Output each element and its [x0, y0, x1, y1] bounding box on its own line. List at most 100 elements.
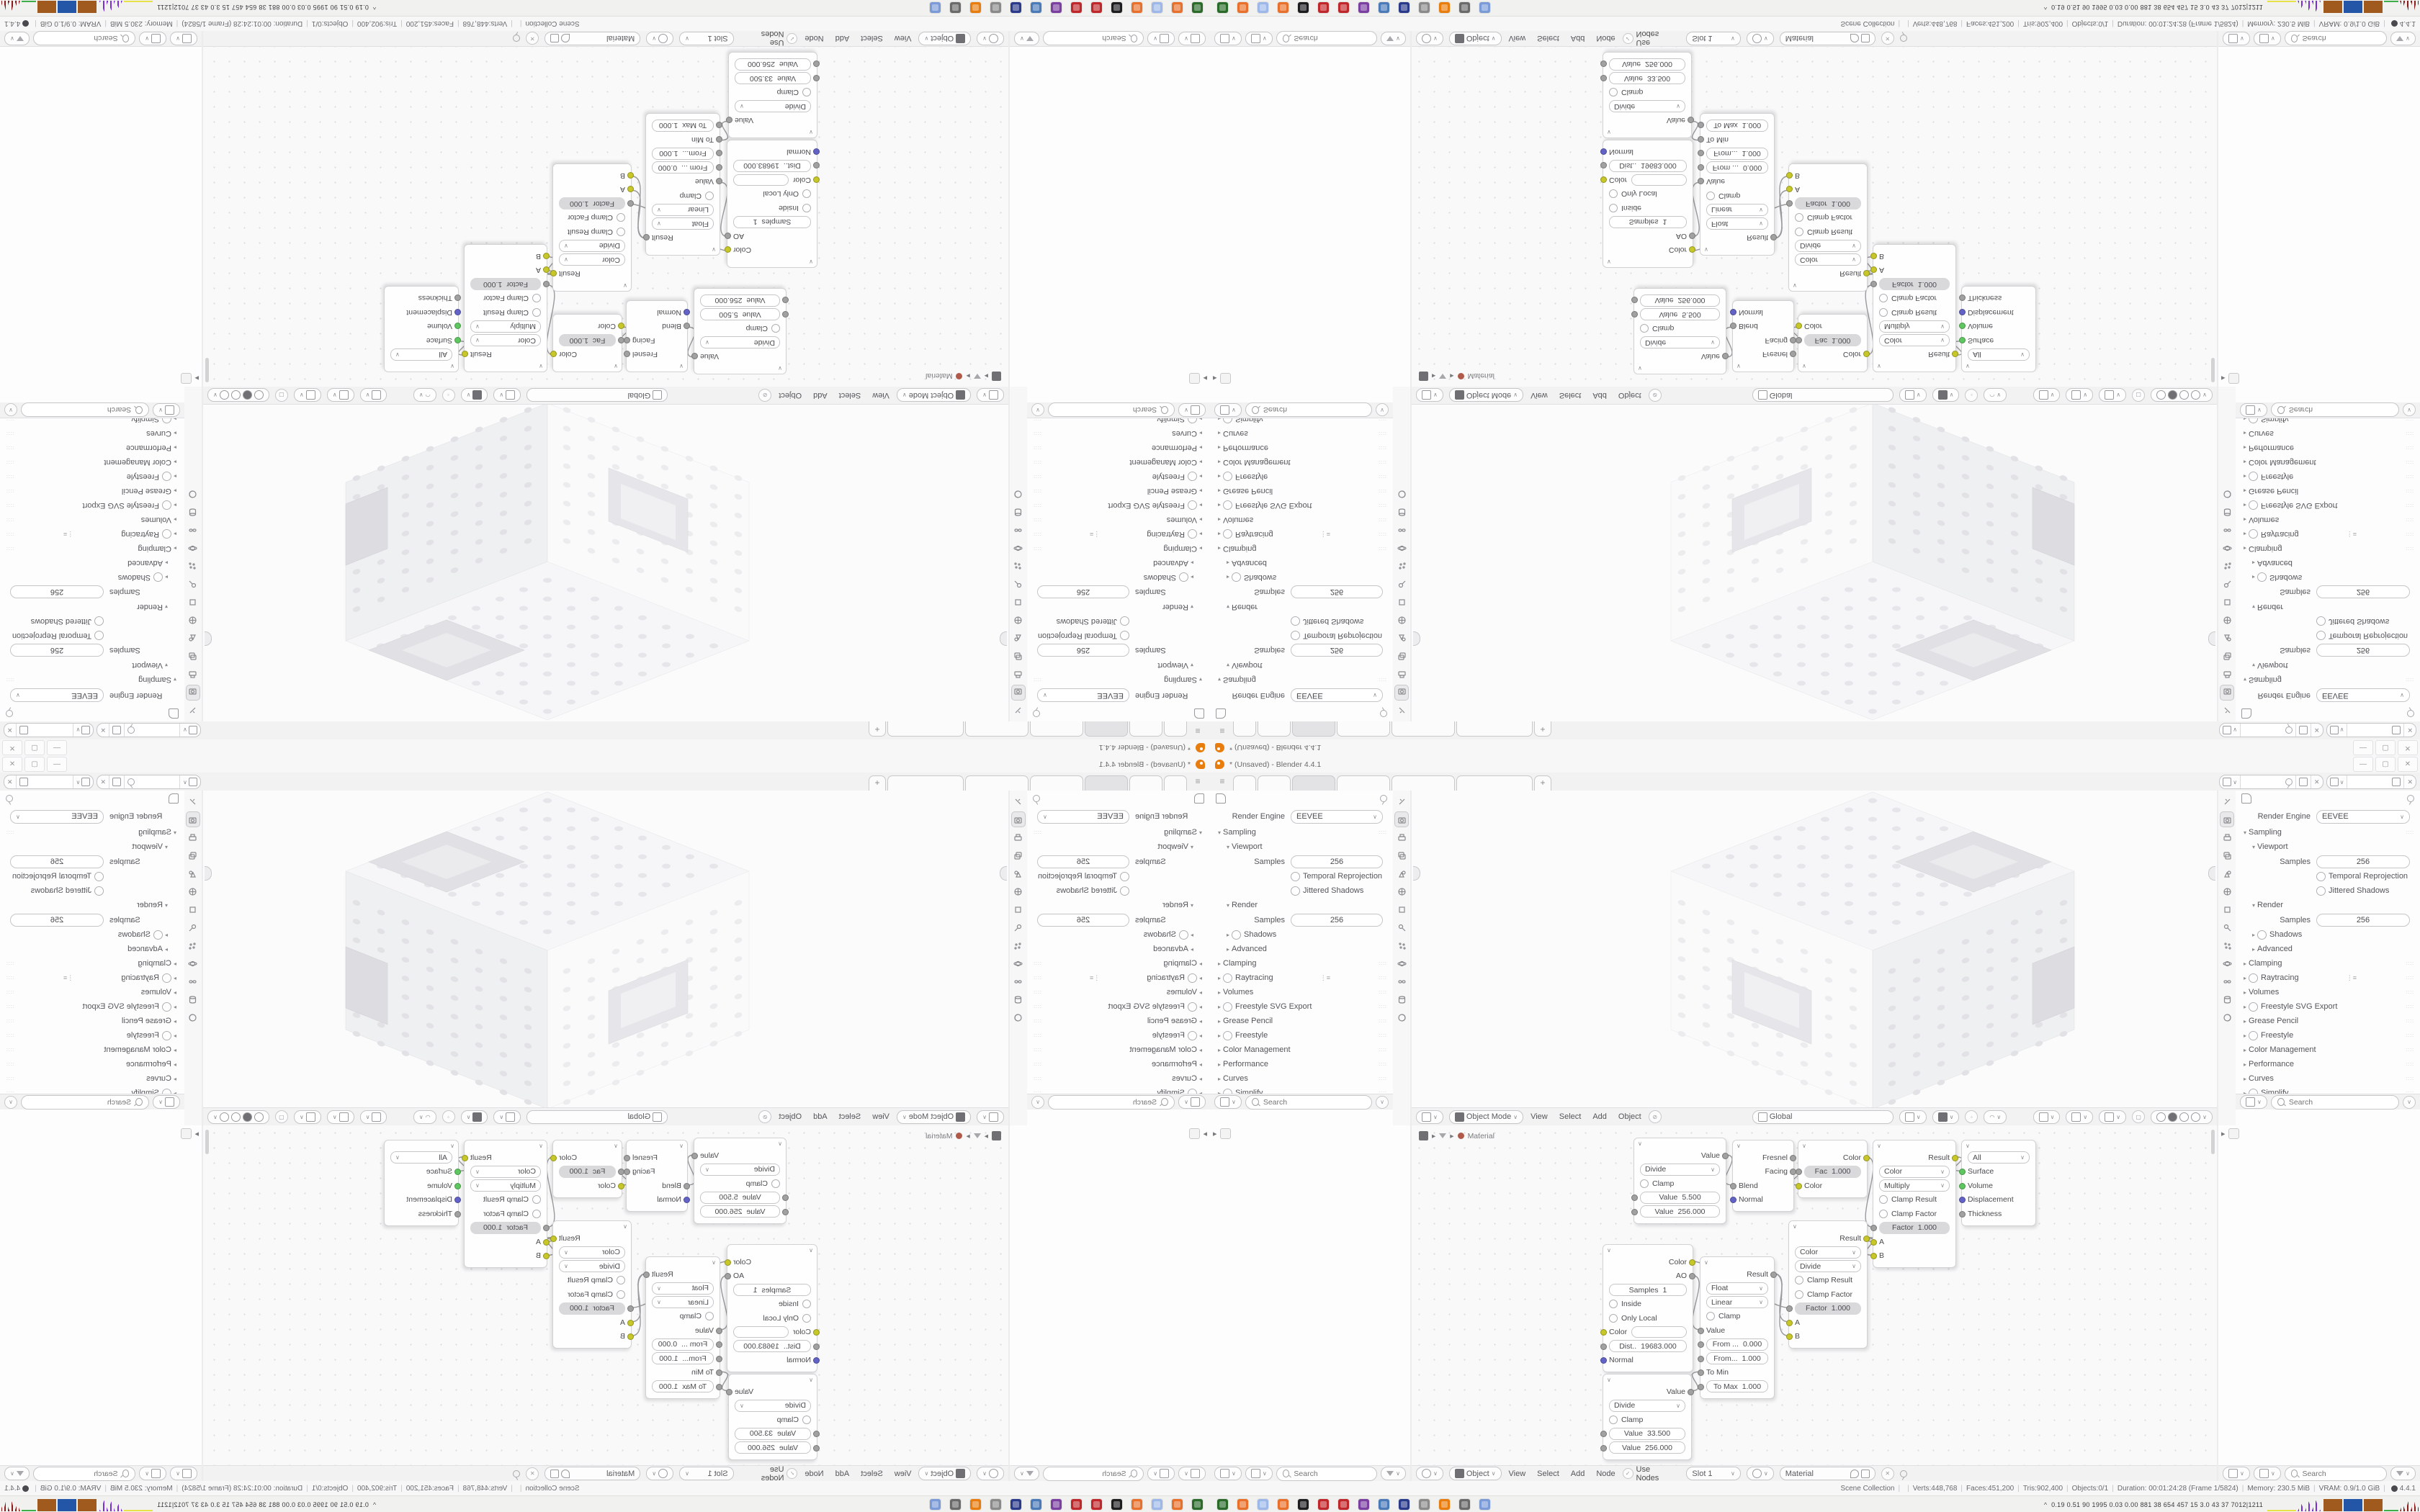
node-link-wire[interactable]: [631, 1273, 647, 1323]
prop-tab-object[interactable]: [1011, 595, 1026, 611]
prop-section-row[interactable]: ▸ Volumes::::: [0, 985, 184, 999]
copy-material-icon[interactable]: [1860, 1469, 1870, 1478]
node-dropdown[interactable]: Divide ∨: [735, 1399, 811, 1412]
input-socket[interactable]: [813, 60, 820, 68]
expand-caret-icon[interactable]: ▸: [1217, 531, 1221, 538]
expand-caret-icon[interactable]: ▸: [165, 931, 169, 938]
input-socket[interactable]: [1786, 186, 1793, 193]
input-socket[interactable]: [1631, 310, 1638, 318]
snap-dropdown[interactable]: ∨: [1932, 388, 1960, 402]
prop-tab-world[interactable]: [186, 613, 200, 629]
prop-section-row[interactable]: ▸ Grease Pencil::::: [2236, 1014, 2420, 1028]
node-row-clamp[interactable]: Clamp: [694, 322, 786, 336]
input-socket[interactable]: [1786, 1305, 1793, 1313]
prop-tab-modifiers[interactable]: [2220, 919, 2234, 935]
outliner-search[interactable]: [1042, 31, 1144, 46]
input-socket[interactable]: [1698, 135, 1704, 143]
section-toggle-icon[interactable]: [1223, 500, 1232, 510]
prop-section-row[interactable]: ▸ Color Management::::: [1027, 455, 1210, 469]
menu-icon[interactable]: ≡: [1195, 776, 1201, 786]
node-value-field[interactable]: To Max 1.000: [652, 1380, 714, 1393]
node-dropdown[interactable]: Float ∨: [1706, 1282, 1768, 1295]
expand-caret-icon[interactable]: ▸: [2243, 545, 2246, 552]
node-collapse-caret[interactable]: ∨: [1966, 1142, 1970, 1149]
input-socket[interactable]: [1796, 1169, 1802, 1176]
unlink-scene-button[interactable]: ✕: [2314, 726, 2320, 734]
expand-caret-icon[interactable]: ▸: [165, 574, 169, 581]
node-row-clamp-result[interactable]: Clamp Result: [553, 1274, 631, 1288]
node-collapse-caret[interactable]: ∨: [539, 1142, 543, 1149]
checkbox-icon[interactable]: [1795, 1276, 1803, 1285]
unlink-material-button[interactable]: ✕: [1881, 1467, 1894, 1480]
use-nodes-checkbox[interactable]: ✓ Use Nodes: [1622, 30, 1675, 48]
node-row-clamp-factor[interactable]: Clamp Factor: [465, 1207, 547, 1221]
shader-menu[interactable]: Select: [1537, 34, 1559, 43]
viewlayer-selector[interactable]: ∨ ✕: [2326, 723, 2416, 737]
node-row-color[interactable]: Color: [1600, 173, 1693, 187]
node-dropdown[interactable]: Color ∨: [1795, 253, 1861, 266]
shading-mode-pills[interactable]: ∨: [207, 388, 269, 402]
expand-caret-icon[interactable]: ▸: [1217, 545, 1221, 552]
node-row-from-[interactable]: From... 1.000: [1698, 1351, 1774, 1366]
prop-search-input[interactable]: [2287, 1097, 2393, 1107]
node-collapse-caret[interactable]: ∨: [809, 258, 813, 266]
node-value-field[interactable]: Value 33.500: [735, 72, 811, 85]
input-socket[interactable]: [716, 1327, 722, 1334]
prop-tab-tool[interactable]: [1011, 703, 1026, 719]
node-row-only-local[interactable]: Only Local: [1603, 187, 1693, 202]
node-row-samples[interactable]: Samples 1: [1603, 1283, 1693, 1297]
node-link-wire[interactable]: [631, 189, 647, 239]
show-gizmo-dropdown[interactable]: ∨: [2066, 388, 2094, 402]
checkbox-icon[interactable]: [617, 1290, 625, 1299]
output-socket[interactable]: [624, 336, 630, 343]
expand-caret-icon[interactable]: ▸: [1213, 374, 1217, 383]
node-value-field[interactable]: To Max 1.000: [1706, 119, 1768, 132]
expand-caret-icon[interactable]: ▸: [2243, 430, 2246, 437]
shader-menu[interactable]: Node: [805, 34, 824, 43]
expand-caret-icon[interactable]: ▾: [1217, 829, 1221, 836]
prop-section-row[interactable]: ▸ Performance::::: [1210, 1057, 1393, 1071]
output-socket[interactable]: [726, 117, 732, 124]
node-value-field[interactable]: From ... 0.000: [652, 1338, 714, 1351]
workspace-tab[interactable]: [1085, 775, 1128, 791]
checkbox-icon[interactable]: [617, 1276, 625, 1285]
node-row-fac[interactable]: Fac 1.000: [1796, 1165, 1867, 1179]
taskbar-app-icon[interactable]: [1399, 1499, 1410, 1510]
node-row-divide[interactable]: Divide ∨: [694, 336, 786, 350]
prop-tab-physics[interactable]: [186, 541, 200, 557]
outliner-filter-button[interactable]: ∨: [4, 1467, 30, 1480]
shading-mode-pills[interactable]: ∨: [2151, 388, 2213, 402]
input-socket[interactable]: [684, 323, 690, 330]
copy-material-icon[interactable]: [550, 1469, 560, 1478]
proportional-edit-button[interactable]: ◦: [1965, 1110, 1978, 1123]
viewport-canvas[interactable]: [1412, 405, 2217, 721]
prop-section-row[interactable]: ▾ Sampling::::: [1210, 672, 1393, 687]
expand-caret-icon[interactable]: ▸: [1217, 1061, 1221, 1068]
node-collapse-caret[interactable]: ∨: [614, 1142, 618, 1149]
node-row-from-[interactable]: From ... 0.000: [1698, 1338, 1774, 1352]
prop-section-row[interactable]: ▸ Color Management::::: [2236, 1043, 2420, 1057]
expand-caret-icon[interactable]: ▾: [165, 901, 169, 909]
prop-section-row[interactable]: ▸ Freestyle SVG Export::::: [0, 999, 184, 1014]
scene-name-field[interactable]: [137, 775, 179, 788]
node-row-float[interactable]: Float ∨: [1700, 217, 1774, 231]
checkbox-icon[interactable]: [1879, 294, 1888, 303]
close-button[interactable]: ✕: [2398, 757, 2418, 772]
prop-search-input[interactable]: [1054, 405, 1159, 415]
node-row-inside[interactable]: Inside: [727, 201, 817, 215]
node-value-field[interactable]: From... 1.000: [1706, 1352, 1768, 1365]
expand-caret-icon[interactable]: ▸: [174, 1075, 177, 1082]
node-row-only-local[interactable]: Only Local: [727, 1311, 817, 1326]
outliner-filter-mode-button[interactable]: ∨: [1147, 1467, 1175, 1480]
node-row-clamp[interactable]: Clamp: [1700, 1310, 1774, 1324]
shading-material-icon[interactable]: [2179, 390, 2190, 400]
taskbar-app-icon[interactable]: [1010, 2, 1021, 13]
expand-caret-icon[interactable]: ▸: [174, 430, 177, 437]
overlays-dropdown[interactable]: ∨: [293, 1110, 321, 1124]
prop-search[interactable]: [1245, 402, 1372, 418]
show-gizmo-dropdown[interactable]: ∨: [326, 388, 354, 402]
prop-section-row[interactable]: ▸ Curves::::: [1027, 1071, 1210, 1086]
prop-tab-material[interactable]: [2220, 1009, 2234, 1025]
checkbox-icon[interactable]: [771, 1179, 780, 1188]
checkbox-icon[interactable]: [1609, 1313, 1618, 1323]
